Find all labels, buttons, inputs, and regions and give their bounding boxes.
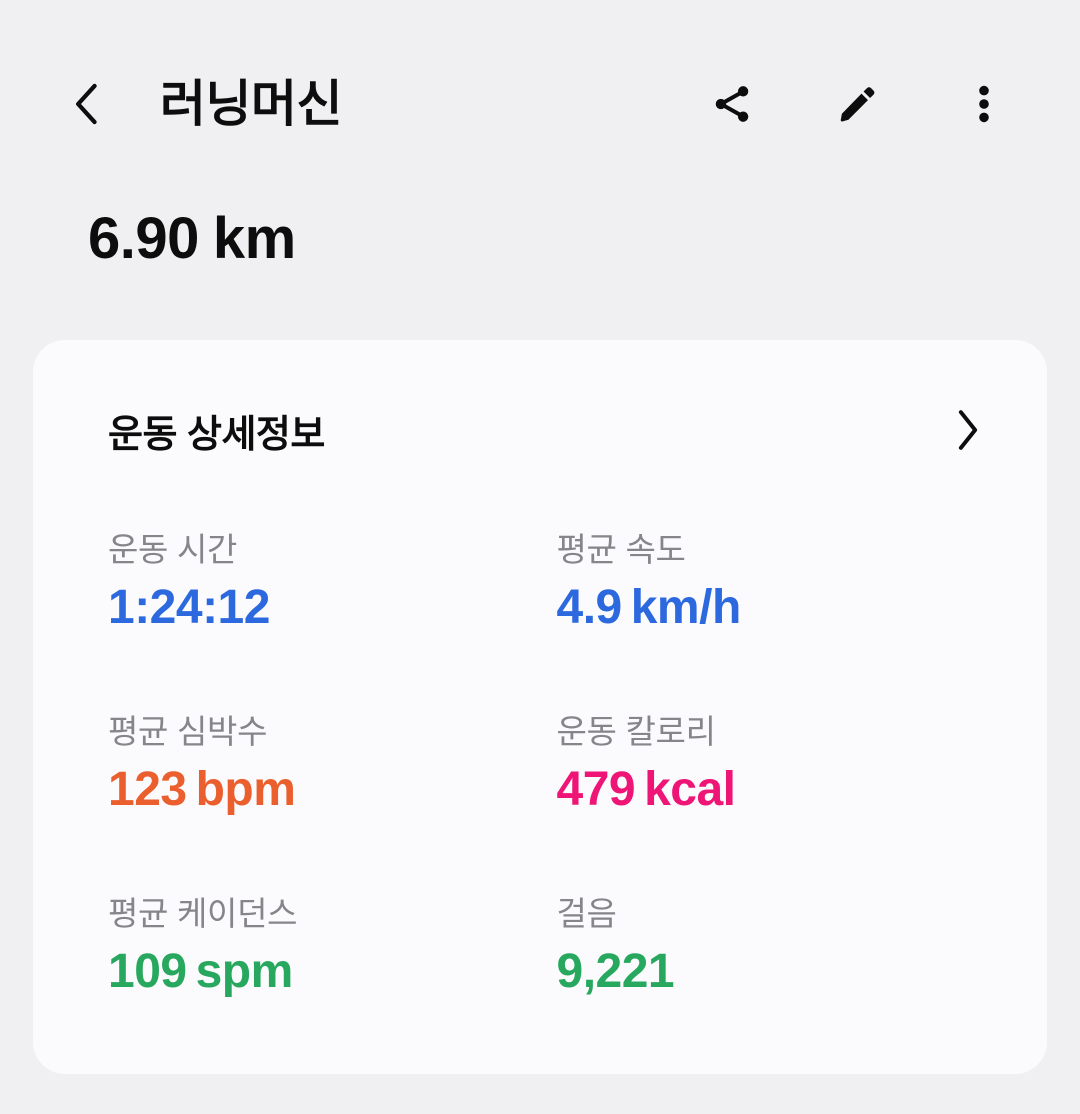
page-title: 러닝머신 — [160, 75, 343, 132]
stat-number: 123 — [108, 763, 187, 816]
stat-value: 4.9 km/h — [557, 580, 1006, 636]
stat-calories: 운동 칼로리 479 kcal — [557, 712, 1006, 818]
stat-number: 9,221 — [556, 945, 675, 998]
stat-number: 479 — [556, 763, 636, 816]
stat-unit: spm — [195, 945, 294, 998]
stat-workout-time: 운동 시간 1:24:12 — [108, 530, 557, 636]
card-title: 운동 상세정보 — [108, 413, 325, 456]
stat-label: 운동 칼로리 — [556, 713, 716, 750]
stat-label: 평균 케이던스 — [108, 895, 298, 932]
edit-button[interactable] — [834, 80, 882, 128]
back-button[interactable] — [64, 80, 112, 128]
back-chevron-icon — [76, 83, 97, 125]
chevron-right-icon — [958, 410, 978, 450]
workout-details-card: 운동 상세정보 운동 시간 1:24:12 평균 속도 4.9 km/h 평균 심… — [33, 340, 1047, 1074]
stat-value: 109 spm — [108, 944, 557, 1000]
stat-label: 평균 속도 — [556, 531, 686, 568]
stat-unit: kcal — [644, 763, 736, 816]
stat-number: 1:24:12 — [108, 581, 270, 634]
stat-avg-speed: 평균 속도 4.9 km/h — [557, 530, 1006, 636]
more-button[interactable] — [960, 80, 1008, 128]
stat-steps: 걸음 9,221 — [557, 894, 1006, 1000]
workout-detail-screen: 러닝머신 — [0, 0, 1080, 1074]
stat-value: 123 bpm — [108, 762, 557, 818]
more-vert-icon — [979, 85, 989, 123]
stat-avg-cadence: 평균 케이던스 109 spm — [108, 894, 557, 1000]
stat-label: 걸음 — [556, 895, 617, 932]
stat-value: 1:24:12 — [108, 580, 557, 636]
stat-avg-heart-rate: 평균 심박수 123 bpm — [108, 712, 557, 818]
stats-grid: 운동 시간 1:24:12 평균 속도 4.9 km/h 평균 심박수 123 bp… — [75, 530, 1005, 1000]
distance-headline: 6.90 km — [88, 210, 1080, 268]
stat-number: 109 — [108, 945, 187, 998]
distance-value: 6.90 — [88, 206, 199, 271]
stat-label: 운동 시간 — [108, 531, 238, 568]
stat-value: 479 kcal — [557, 762, 1006, 818]
stat-unit: bpm — [195, 763, 296, 816]
stat-number: 4.9 — [556, 581, 623, 634]
workout-details-header[interactable]: 운동 상세정보 — [75, 402, 1005, 458]
distance-unit: km — [212, 206, 296, 271]
appbar-actions — [708, 80, 1008, 128]
share-button[interactable] — [708, 80, 756, 128]
app-bar: 러닝머신 — [0, 0, 1080, 146]
stat-label: 평균 심박수 — [108, 713, 268, 750]
pencil-icon — [840, 87, 875, 122]
stat-unit: km/h — [630, 581, 742, 634]
share-icon — [715, 86, 749, 122]
stat-value: 9,221 — [557, 944, 1006, 1000]
